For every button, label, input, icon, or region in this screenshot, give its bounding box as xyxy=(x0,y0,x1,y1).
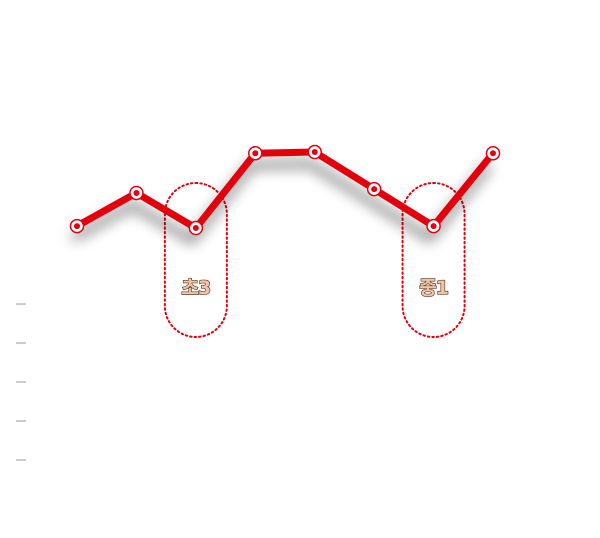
point-center xyxy=(371,186,378,193)
point-center xyxy=(490,150,496,157)
point-center xyxy=(133,189,140,196)
point-center xyxy=(311,149,318,156)
series xyxy=(75,148,496,232)
annotation-label: 초3 xyxy=(182,277,211,299)
point-center xyxy=(252,150,259,157)
annotation-box xyxy=(163,182,228,338)
annotation-label: 중1 xyxy=(419,277,448,299)
annotation-box xyxy=(401,182,466,338)
point-center xyxy=(430,223,437,230)
point-center xyxy=(74,223,80,230)
line xyxy=(75,148,496,232)
point-center xyxy=(192,225,199,232)
